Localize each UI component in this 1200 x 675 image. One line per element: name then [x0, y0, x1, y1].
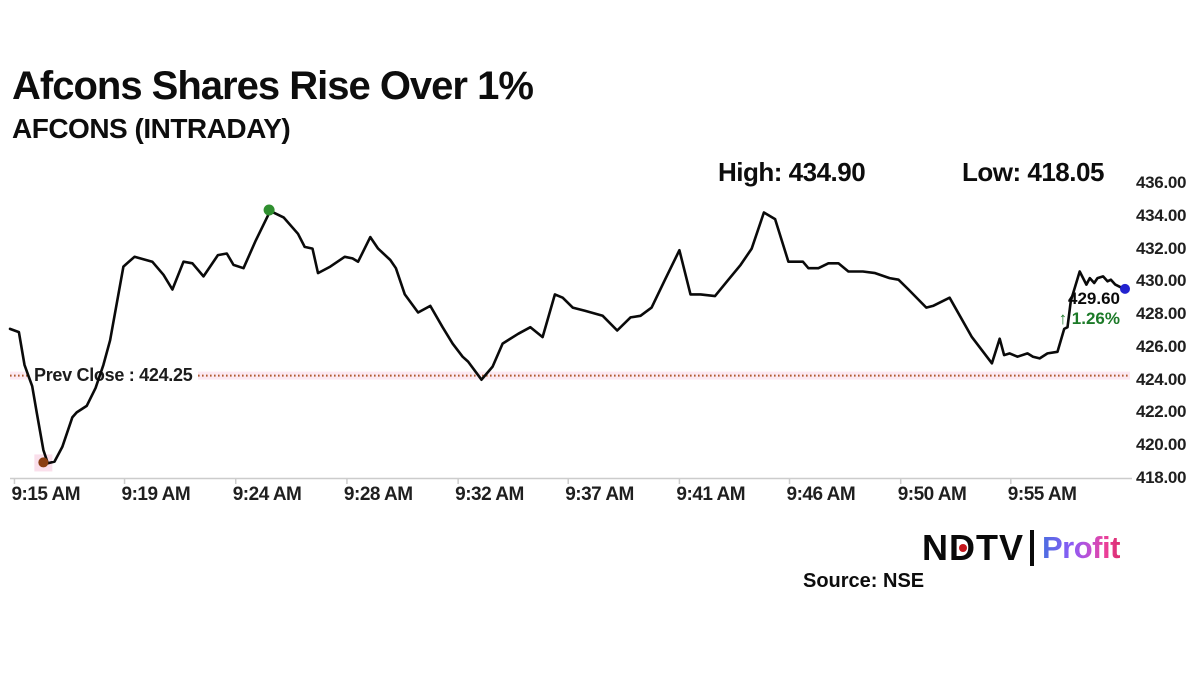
x-axis-label: 9:46 AM — [786, 484, 856, 505]
ndtv-profit-logo: NDTV Profit — [922, 529, 1120, 566]
low-value: 418.05 — [1027, 157, 1104, 187]
page-title: Afcons Shares Rise Over 1% — [12, 64, 534, 108]
last-price-value: 429.60 — [1068, 289, 1120, 308]
high-stat: High: 434.90 — [718, 157, 866, 188]
x-axis-label: 9:41 AM — [676, 484, 746, 505]
x-axis-label: 9:28 AM — [343, 484, 413, 505]
y-axis-label: 432.00 — [1136, 238, 1187, 258]
chart-subtitle: AFCONS (INTRADAY) — [12, 113, 291, 144]
price-change: ↑ 1.26% — [1000, 309, 1120, 329]
x-axis-label: 9:50 AM — [897, 484, 967, 505]
low-marker-halo — [34, 454, 53, 472]
y-axis-label: 426.00 — [1136, 336, 1187, 356]
x-axis-label: 9:32 AM — [455, 484, 524, 505]
y-axis-label: 420.00 — [1136, 435, 1187, 455]
last-price-marker — [1120, 283, 1130, 294]
high-marker — [263, 204, 275, 216]
low-marker — [38, 457, 49, 468]
y-axis-label: 436.00 — [1136, 173, 1187, 192]
price-line — [8, 209, 1124, 465]
y-axis-label: 418.00 — [1136, 468, 1187, 487]
up-arrow-icon: ↑ — [1058, 309, 1068, 329]
y-axis-label: 434.00 — [1136, 205, 1187, 225]
y-axis-label: 428.00 — [1136, 304, 1187, 324]
ndtv-red-dot-icon — [959, 543, 967, 552]
high-label: High: — [718, 157, 782, 187]
source-note: Source: NSE — [803, 570, 925, 592]
x-axis-label: 9:15 AM — [11, 484, 81, 505]
x-axis-label: 9:37 AM — [565, 484, 634, 505]
prev-close-label: Prev Close : 424.25 — [28, 363, 199, 388]
y-axis-label: 430.00 — [1136, 271, 1187, 291]
y-axis-label: 424.00 — [1136, 369, 1187, 389]
x-axis-label: 9:24 AM — [232, 484, 302, 505]
high-value: 434.90 — [788, 157, 866, 187]
low-label: Low: — [962, 157, 1021, 187]
low-stat: Low: 418.05 — [962, 157, 1104, 188]
ndtv-logo-text: NDTV — [922, 526, 1024, 568]
y-axis-label: 422.00 — [1136, 402, 1187, 422]
x-axis-label: 9:19 AM — [121, 484, 191, 505]
x-axis-label: 9:55 AM — [1007, 484, 1077, 505]
logo-divider — [1030, 529, 1034, 566]
last-price-callout: 429.60 ↑ 1.26% — [1000, 289, 1120, 329]
price-change-percent: 1.26% — [1071, 309, 1120, 329]
profit-logo-text: Profit — [1042, 530, 1120, 565]
